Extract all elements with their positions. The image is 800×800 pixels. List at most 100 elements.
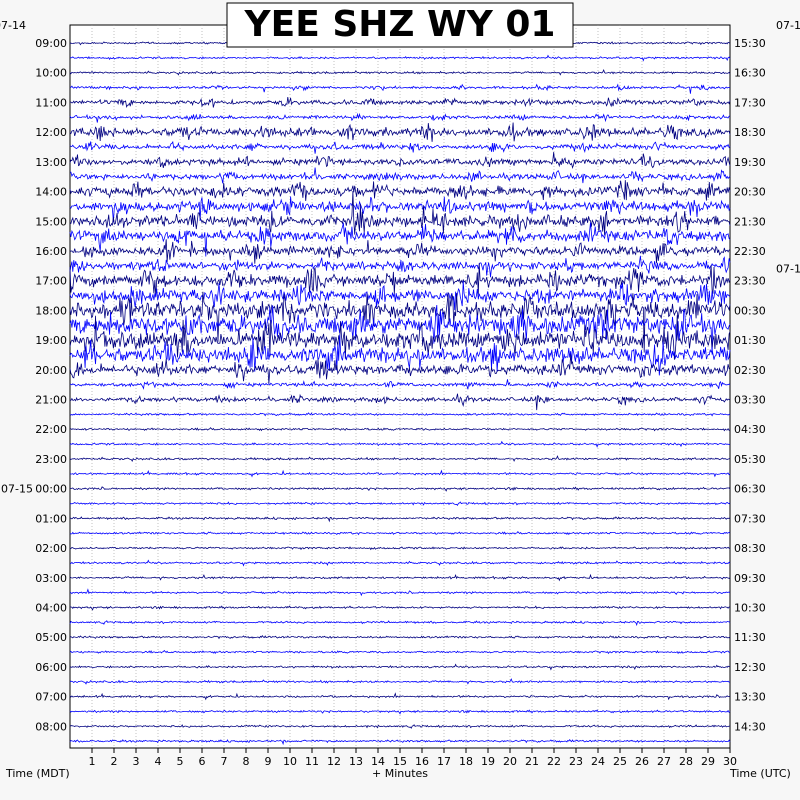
x-tick-label: 18 xyxy=(459,755,473,768)
trace-row xyxy=(69,83,731,94)
trace-row xyxy=(69,239,731,264)
right-hour-label: 01:30 xyxy=(734,334,766,347)
left-hour-label: 09:00 xyxy=(35,37,67,50)
right-hour-label: 19:30 xyxy=(734,156,766,169)
trace-row xyxy=(69,455,731,462)
right-date-label: 07-15 xyxy=(776,263,800,276)
x-tick-label: 16 xyxy=(415,755,429,768)
trace-row xyxy=(69,588,731,597)
left-axis-label: Time (MDT) xyxy=(5,767,70,780)
x-tick-label: 9 xyxy=(265,755,272,768)
right-hour-label: 07:30 xyxy=(734,512,766,525)
trace-row xyxy=(69,222,731,257)
x-tick-label: 24 xyxy=(591,755,605,768)
left-hour-label: 20:00 xyxy=(35,364,67,377)
x-tick-label: 26 xyxy=(635,755,649,768)
trace-row xyxy=(69,291,731,353)
right-hour-label: 03:30 xyxy=(734,394,766,407)
x-tick-label: 4 xyxy=(155,755,162,768)
right-hour-label: 18:30 xyxy=(734,126,766,139)
trace-row xyxy=(69,649,731,655)
x-axis-ticks: 1 2 3 4 5 6 7 8 9 10 11 12 13 14 15 16 17 18 19 20 21 22 23 24 2… xyxy=(89,748,737,768)
left-hour-label: 18:00 xyxy=(35,304,67,317)
left-hour-label: 11:00 xyxy=(35,96,67,109)
trace-row xyxy=(69,152,731,169)
trace-row xyxy=(69,440,731,448)
x-tick-label: 11 xyxy=(305,755,319,768)
left-hour-label: 12:00 xyxy=(35,126,67,139)
trace-row xyxy=(69,469,731,478)
x-tick-label: 22 xyxy=(547,755,561,768)
trace-row xyxy=(69,112,731,123)
trace-row xyxy=(69,180,731,201)
left-hour-label: 15:00 xyxy=(35,215,67,228)
trace-row xyxy=(69,634,731,640)
right-hour-label: 08:30 xyxy=(734,542,766,555)
x-tick-label: 14 xyxy=(371,755,385,768)
right-hour-label: 15:30 xyxy=(734,37,766,50)
right-hour-label: 02:30 xyxy=(734,364,766,377)
right-hour-label: 21:30 xyxy=(734,215,766,228)
trace-row xyxy=(69,739,731,746)
trace-row xyxy=(69,304,731,355)
left-hour-label: 06:00 xyxy=(35,661,67,674)
title-box xyxy=(226,2,574,48)
x-tick-label: 20 xyxy=(503,755,517,768)
trace-row xyxy=(69,516,731,523)
trace-row xyxy=(69,605,731,611)
right-hour-label: 09:30 xyxy=(734,572,766,585)
trace-row xyxy=(69,334,731,376)
right-hour-label: 22:30 xyxy=(734,245,766,258)
left-hour-label: 05:00 xyxy=(35,631,67,644)
right-hour-label: 05:30 xyxy=(734,453,766,466)
x-tick-label: 23 xyxy=(569,755,583,768)
trace-row xyxy=(69,620,731,627)
left-hour-label: 21:00 xyxy=(35,394,67,407)
trace-row xyxy=(69,530,731,536)
right-hour-label: 17:30 xyxy=(734,96,766,109)
right-hour-label: 00:30 xyxy=(734,304,766,317)
right-hour-label: 14:30 xyxy=(734,720,766,733)
trace-row xyxy=(69,573,731,582)
right-hour-label: 06:30 xyxy=(734,483,766,496)
left-hour-label: 03:00 xyxy=(35,572,67,585)
trace-row xyxy=(69,501,731,507)
right-hour-label: 11:30 xyxy=(734,631,766,644)
x-tick-label: 25 xyxy=(613,755,627,768)
right-hour-label: 12:30 xyxy=(734,661,766,674)
x-tick-label: 7 xyxy=(221,755,228,768)
left-hour-label: 17:00 xyxy=(35,275,67,288)
trace-row xyxy=(70,167,731,184)
left-hour-label: 22:00 xyxy=(35,423,67,436)
trace-row xyxy=(69,724,731,729)
left-hour-label: 16:00 xyxy=(35,245,67,258)
trace-row xyxy=(69,546,731,551)
x-tick-label: 10 xyxy=(283,755,297,768)
trace-row xyxy=(69,263,731,298)
left-hour-label: 19:00 xyxy=(35,334,67,347)
left-hour-label: 13:00 xyxy=(35,156,67,169)
x-tick-label: 3 xyxy=(133,755,140,768)
trace-row xyxy=(69,315,731,360)
x-tick-label: 29 xyxy=(701,755,715,768)
left-hour-label: 14:00 xyxy=(35,186,67,199)
trace-row xyxy=(69,412,731,417)
trace-row xyxy=(69,692,731,701)
x-tick-label: 21 xyxy=(525,755,539,768)
right-date-label: 07-14 xyxy=(776,19,800,32)
x-tick-label: 30 xyxy=(723,755,737,768)
x-axis-label: + Minutes xyxy=(372,767,428,780)
left-hour-label: 02:00 xyxy=(35,542,67,555)
trace-row xyxy=(70,559,731,567)
x-tick-label: 19 xyxy=(481,755,495,768)
trace-row xyxy=(69,354,731,384)
left-hour-label: 23:00 xyxy=(35,453,67,466)
right-hour-label: 20:30 xyxy=(734,186,766,199)
right-hour-label: 10:30 xyxy=(734,601,766,614)
trace-row xyxy=(69,255,731,278)
x-tick-label: 17 xyxy=(437,755,451,768)
x-tick-label: 1 xyxy=(89,755,96,768)
x-tick-label: 27 xyxy=(657,755,671,768)
right-time-labels: 15:30 16:30 17:30 18:30 19:30 20:30 21:30 22:30… xyxy=(734,19,800,733)
